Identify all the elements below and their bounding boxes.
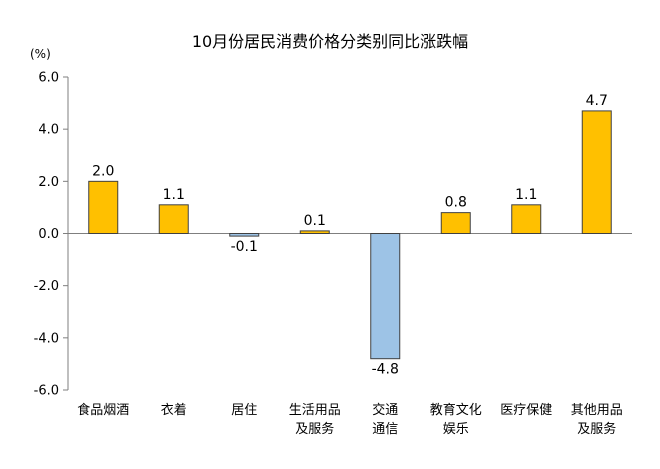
data-label: 4.7 xyxy=(586,93,608,109)
y-tick-label: 4.0 xyxy=(38,123,59,138)
y-tick-label: -6.0 xyxy=(34,384,59,399)
data-label: -4.8 xyxy=(372,362,399,378)
y-tick-label: 2.0 xyxy=(38,175,59,190)
bar xyxy=(158,204,189,234)
bar xyxy=(440,212,471,234)
bar xyxy=(370,233,401,360)
data-label: 2.0 xyxy=(92,163,114,179)
x-category-label: 食品烟酒 xyxy=(77,402,129,418)
data-label: 0.8 xyxy=(445,195,467,211)
x-category-label: 生活用品 xyxy=(289,403,341,418)
y-unit-label: (%) xyxy=(30,47,51,61)
data-label: 1.1 xyxy=(163,187,185,203)
x-category-label: 教育文化 xyxy=(430,402,482,418)
x-category-label: 及服务 xyxy=(577,421,616,437)
x-category-label: 其他用品 xyxy=(571,403,623,418)
bar xyxy=(229,233,260,237)
y-tick-label: -4.0 xyxy=(34,331,59,346)
x-category-label: 衣着 xyxy=(161,402,187,418)
x-category-label: 及服务 xyxy=(295,421,334,437)
x-category-label: 娱乐 xyxy=(443,422,469,437)
bar xyxy=(511,204,542,234)
data-label: 0.1 xyxy=(304,213,326,229)
y-tick-label: 0.0 xyxy=(38,227,59,242)
bar xyxy=(299,230,330,234)
x-category-label: 居住 xyxy=(231,403,257,418)
data-label: 1.1 xyxy=(515,187,537,203)
data-label: -0.1 xyxy=(231,239,258,255)
y-tick-label: -2.0 xyxy=(34,279,59,294)
x-category-label: 医疗保健 xyxy=(500,403,552,418)
x-category-label: 交通 xyxy=(372,402,398,418)
bar xyxy=(88,180,119,234)
y-tick-label: 6.0 xyxy=(38,71,59,86)
x-category-label: 通信 xyxy=(372,422,398,437)
bar xyxy=(581,110,612,234)
chart-title: 10月份居民消费价格分类别同比涨跌幅 xyxy=(192,32,468,51)
